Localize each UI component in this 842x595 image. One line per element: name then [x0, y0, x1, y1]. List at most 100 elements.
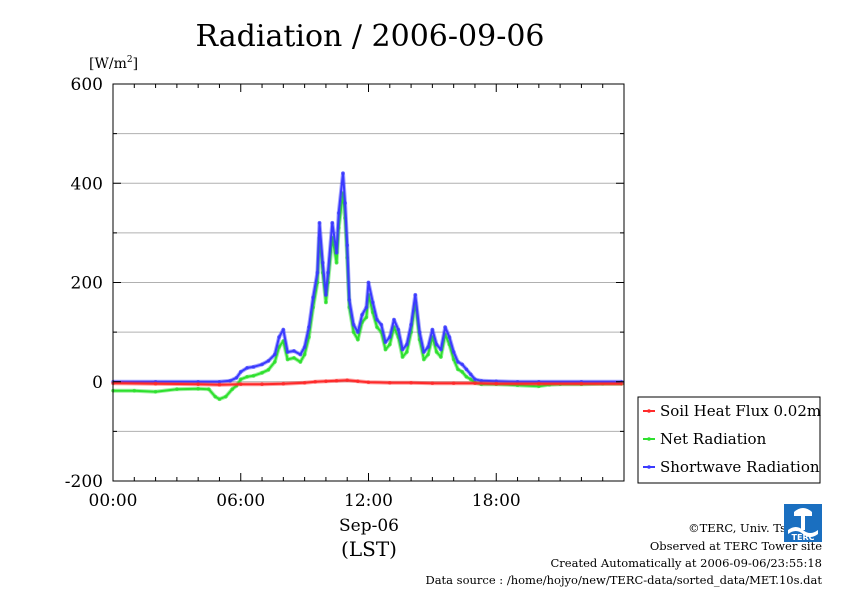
- data-point: [207, 387, 211, 391]
- data-point: [434, 342, 439, 347]
- data-point: [383, 340, 388, 344]
- data-point: [479, 378, 484, 383]
- data-point: [302, 345, 307, 349]
- logo-tower-icon: [794, 508, 812, 530]
- terc-logo: TERC: [784, 504, 822, 542]
- data-point: [320, 260, 325, 265]
- data-point: [439, 355, 443, 359]
- x-tick-label: 12:00: [344, 491, 393, 511]
- legend-label: Net Radiation: [660, 430, 767, 448]
- data-point: [196, 382, 200, 387]
- data-point: [345, 378, 350, 383]
- data-point: [400, 347, 405, 352]
- data-point: [405, 342, 409, 347]
- data-point: [281, 381, 286, 386]
- data-point: [409, 380, 413, 385]
- legend-box: [637, 396, 821, 484]
- data-point: [298, 360, 303, 364]
- data-point: [228, 378, 232, 383]
- data-point: [400, 355, 405, 359]
- data-point: [439, 347, 443, 352]
- data-point: [364, 305, 369, 310]
- data-point: [260, 362, 264, 367]
- data-point: [451, 350, 456, 354]
- data-point: [324, 379, 328, 384]
- x-tick-label: 00:00: [89, 491, 138, 511]
- data-point: [383, 347, 388, 352]
- data-point: [422, 350, 426, 354]
- data-point: [334, 378, 339, 383]
- data-point: [396, 327, 401, 332]
- data-point: [375, 325, 379, 329]
- legend: Soil Heat Flux 0.02m Net Radiation Shortwa…: [637, 396, 821, 484]
- data-point: [217, 397, 222, 401]
- data-point: [379, 322, 384, 327]
- series-layer: [111, 171, 624, 402]
- data-point: [324, 300, 328, 305]
- data-point: [234, 375, 239, 380]
- data-point: [447, 335, 452, 339]
- data-point: [430, 381, 435, 386]
- data-point: [317, 221, 322, 225]
- data-point: [311, 295, 315, 300]
- data-point: [307, 325, 311, 329]
- data-point: [298, 352, 303, 357]
- data-point: [281, 339, 286, 343]
- y-tick-label: 400: [71, 174, 103, 194]
- y-axis-unit-suffix: ]: [133, 56, 138, 72]
- y-axis-unit-prefix: [W/m: [89, 56, 127, 72]
- data-point: [285, 357, 290, 362]
- y-tick-label: 200: [71, 274, 103, 294]
- data-point: [345, 243, 350, 248]
- data-point: [251, 373, 256, 378]
- data-point: [515, 379, 520, 384]
- data-point: [285, 350, 290, 354]
- data-point: [405, 350, 409, 354]
- data-point: [579, 381, 584, 386]
- data-point: [464, 374, 469, 379]
- chart-title: Radiation / 2006-09-06: [195, 19, 544, 54]
- data-point: [245, 366, 249, 370]
- data-point: [313, 379, 318, 384]
- footer-source: Data source : /home/hojyo/new/TERC-data/…: [425, 573, 822, 587]
- data-point: [273, 360, 277, 364]
- data-point: [302, 380, 307, 385]
- data-point: [451, 357, 456, 362]
- data-point: [217, 382, 222, 387]
- data-point: [456, 360, 460, 364]
- legend-label: Soil Heat Flux 0.02m: [660, 402, 821, 420]
- series-line-net-radiation: [113, 192, 622, 401]
- data-point: [343, 201, 347, 205]
- x-tick-label: 06:00: [216, 491, 265, 511]
- data-point: [334, 260, 339, 265]
- data-point: [537, 381, 541, 386]
- series-halo-shortwave-radiation: [113, 171, 622, 384]
- data-point: [370, 300, 375, 305]
- data-point: [460, 362, 464, 367]
- y-tick-label: 0: [92, 373, 103, 393]
- y-tick-label: -200: [65, 472, 103, 492]
- data-point: [392, 317, 396, 322]
- data-point: [413, 293, 418, 297]
- x-axis-date-label: Sep-06: [339, 516, 399, 536]
- data-point: [426, 345, 430, 349]
- data-point: [364, 315, 369, 320]
- x-tick-label: 18:00: [472, 491, 521, 511]
- footer-created: Created Automatically at 2006-09-06/23:5…: [551, 556, 823, 570]
- data-point: [375, 317, 379, 322]
- data-point: [266, 359, 271, 363]
- data-point: [260, 371, 264, 375]
- legend-swatch-dot: [647, 437, 651, 441]
- data-point: [430, 327, 435, 332]
- data-point: [464, 367, 469, 372]
- data-point: [351, 322, 356, 327]
- data-point: [292, 349, 296, 353]
- data-point: [451, 381, 456, 386]
- data-point: [245, 374, 249, 379]
- data-point: [341, 171, 345, 176]
- legend-swatch-dot: [647, 409, 651, 413]
- x-axis-zone-label: (LST): [341, 537, 397, 561]
- data-point: [494, 381, 499, 386]
- data-point: [238, 382, 243, 387]
